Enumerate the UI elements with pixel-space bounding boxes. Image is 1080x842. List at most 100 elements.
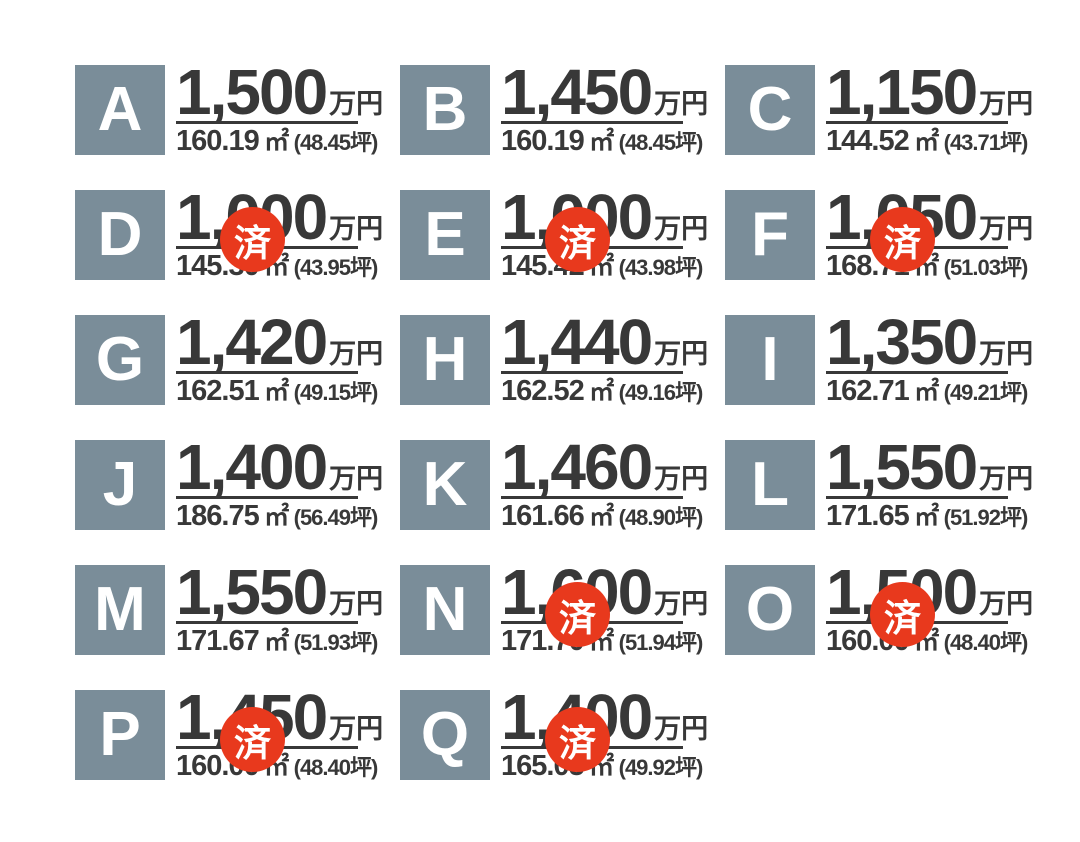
square-meter-unit: ㎡ bbox=[264, 503, 290, 531]
lot-area: 171.65 ㎡ (51.92坪) bbox=[826, 500, 1028, 534]
area-sqm-value: 162.71 bbox=[826, 375, 910, 407]
square-meter-unit: ㎡ bbox=[589, 503, 615, 531]
area-sqm-value: 160.19 bbox=[501, 125, 585, 157]
area-tsubo-value: (48.90坪) bbox=[618, 505, 704, 530]
lot-letter: M bbox=[94, 575, 146, 644]
lot-area: 160.19 ㎡ (48.45坪) bbox=[176, 125, 379, 159]
lot-area: 160.19 ㎡ (48.45坪) bbox=[501, 125, 704, 159]
lot-card: K 1,460 万円 161.66 ㎡ (48.90坪) bbox=[400, 435, 708, 531]
lot-letter-tile: D bbox=[75, 190, 165, 280]
area-tsubo-value: (49.15坪) bbox=[293, 380, 379, 405]
area-sqm-value: 162.51 bbox=[176, 375, 260, 407]
lot-letter-tile: C bbox=[725, 65, 815, 155]
lot-info: 1,440 万円 162.52 ㎡ (49.16坪) bbox=[501, 306, 708, 409]
lot-letter-tile: G bbox=[75, 315, 165, 405]
square-meter-unit: ㎡ bbox=[914, 128, 940, 156]
lot-letter-tile: K bbox=[400, 440, 490, 530]
lot-card: G 1,420 万円 162.51 ㎡ (49.15坪) bbox=[75, 310, 383, 407]
price-value: 1,550 bbox=[826, 431, 978, 503]
price-value: 1,400 bbox=[176, 431, 328, 503]
lot-letter: D bbox=[97, 200, 143, 269]
lot-letter-tile: J bbox=[75, 440, 165, 530]
area-sqm-value: 171.65 bbox=[826, 500, 910, 532]
sold-badge: 済 bbox=[220, 207, 285, 272]
lot-letter: B bbox=[422, 75, 468, 144]
lot-card: E 1,000 万円 145.42 ㎡ (43.98坪) 済 bbox=[400, 185, 708, 281]
area-tsubo-value: (48.45坪) bbox=[293, 130, 379, 155]
price-unit-label: 万円 bbox=[329, 714, 384, 744]
area-tsubo-value: (51.03坪) bbox=[943, 255, 1029, 280]
lot-price: 1,400 万円 bbox=[176, 431, 383, 503]
price-unit-label: 万円 bbox=[654, 714, 709, 744]
price-value: 1,550 bbox=[176, 556, 328, 628]
lot-area: 186.75 ㎡ (56.49坪) bbox=[176, 500, 378, 534]
lot-letter-tile: H bbox=[400, 315, 490, 405]
lot-price: 1,150 万円 bbox=[826, 59, 1033, 124]
lot-area: 145.30 ㎡ (43.95坪) bbox=[176, 252, 378, 284]
lot-area: 160.00 ㎡ (48.40坪) bbox=[176, 752, 379, 784]
sold-badge bbox=[545, 332, 610, 397]
price-unit-label: 万円 bbox=[979, 464, 1034, 494]
price-value: 1,350 bbox=[826, 306, 978, 378]
sold-badge: 済 bbox=[870, 207, 935, 272]
area-sqm-value: 186.75 bbox=[176, 500, 260, 532]
price-unit-label: 万円 bbox=[979, 214, 1034, 244]
sold-badge bbox=[870, 82, 935, 147]
square-meter-unit: ㎡ bbox=[589, 378, 615, 406]
lot-letter-tile: I bbox=[725, 315, 815, 405]
lot-card: H 1,440 万円 162.52 ㎡ (49.16坪) bbox=[400, 310, 708, 406]
lot-area: 171.70 ㎡ (51.94坪) bbox=[501, 627, 704, 659]
price-value: 1,460 bbox=[501, 431, 653, 503]
lot-price: 1,460 万円 bbox=[501, 431, 708, 503]
lot-card: O 1,500 万円 160.00 ㎡ (48.40坪) 済 bbox=[725, 560, 1033, 656]
area-sqm-value: 144.52 bbox=[826, 125, 910, 157]
lot-letter-tile: E bbox=[400, 190, 490, 280]
lot-grid: A 1,500 万円 160.19 ㎡ (48.45坪) B 1,450 万円 bbox=[75, 56, 1033, 781]
sold-badge bbox=[220, 82, 285, 147]
lot-price: 1,550 万円 bbox=[826, 431, 1033, 503]
square-meter-unit: ㎡ bbox=[914, 378, 940, 406]
square-meter-unit: ㎡ bbox=[264, 128, 290, 156]
lot-price: 1,440 万円 bbox=[501, 306, 708, 378]
lot-area: 144.52 ㎡ (43.71坪) bbox=[826, 125, 1029, 159]
sold-badge: 済 bbox=[220, 707, 285, 772]
lot-letter: I bbox=[761, 325, 779, 394]
price-value: 1,440 bbox=[501, 306, 653, 378]
lot-price: 1,400 万円 bbox=[501, 684, 708, 749]
lot-price: 1,420 万円 bbox=[176, 309, 383, 374]
lot-letter-tile: A bbox=[75, 65, 165, 155]
lot-area: 162.71 ㎡ (49.21坪) bbox=[826, 375, 1029, 409]
price-unit-label: 万円 bbox=[979, 89, 1034, 119]
price-unit-label: 万円 bbox=[654, 89, 709, 119]
area-sqm-value: 161.66 bbox=[501, 500, 585, 532]
lot-info: 1,350 万円 162.71 ㎡ (49.21坪) bbox=[826, 306, 1033, 409]
lot-info: 1,400 万円 186.75 ㎡ (56.49坪) bbox=[176, 431, 383, 534]
lot-card: Q 1,400 万円 165.05 ㎡ (49.92坪) 済 bbox=[400, 685, 708, 781]
lot-area: 171.67 ㎡ (51.93坪) bbox=[176, 625, 378, 659]
price-unit-label: 万円 bbox=[654, 589, 709, 619]
area-tsubo-value: (49.21坪) bbox=[943, 380, 1029, 405]
area-sqm-value: 160.19 bbox=[176, 125, 260, 157]
area-tsubo-value: (48.40坪) bbox=[293, 755, 379, 780]
lot-card: C 1,150 万円 144.52 ㎡ (43.71坪) bbox=[725, 60, 1033, 156]
area-tsubo-value: (51.94坪) bbox=[618, 630, 704, 655]
lot-letter: O bbox=[745, 575, 795, 644]
lot-area: 161.66 ㎡ (48.90坪) bbox=[501, 500, 704, 534]
price-unit-label: 万円 bbox=[979, 589, 1034, 619]
price-unit-label: 万円 bbox=[329, 214, 384, 244]
price-value: 1,450 bbox=[501, 56, 653, 128]
area-tsubo-value: (48.45坪) bbox=[618, 130, 704, 155]
lot-area: 168.71 ㎡ (51.03坪) bbox=[826, 252, 1029, 284]
area-tsubo-value: (43.71坪) bbox=[943, 130, 1029, 155]
area-sqm-value: 171.67 bbox=[176, 625, 260, 657]
lot-card: N 1,600 万円 171.70 ㎡ (51.94坪) 済 bbox=[400, 560, 708, 656]
sold-badge bbox=[220, 582, 285, 647]
area-tsubo-value: (48.40坪) bbox=[943, 630, 1029, 655]
sold-badge: 済 bbox=[870, 582, 935, 647]
sold-badge bbox=[870, 457, 935, 522]
lot-area: 162.52 ㎡ (49.16坪) bbox=[501, 377, 704, 409]
lot-letter: N bbox=[422, 575, 468, 644]
area-tsubo-value: (49.16坪) bbox=[618, 380, 704, 405]
lot-letter: P bbox=[99, 700, 141, 769]
